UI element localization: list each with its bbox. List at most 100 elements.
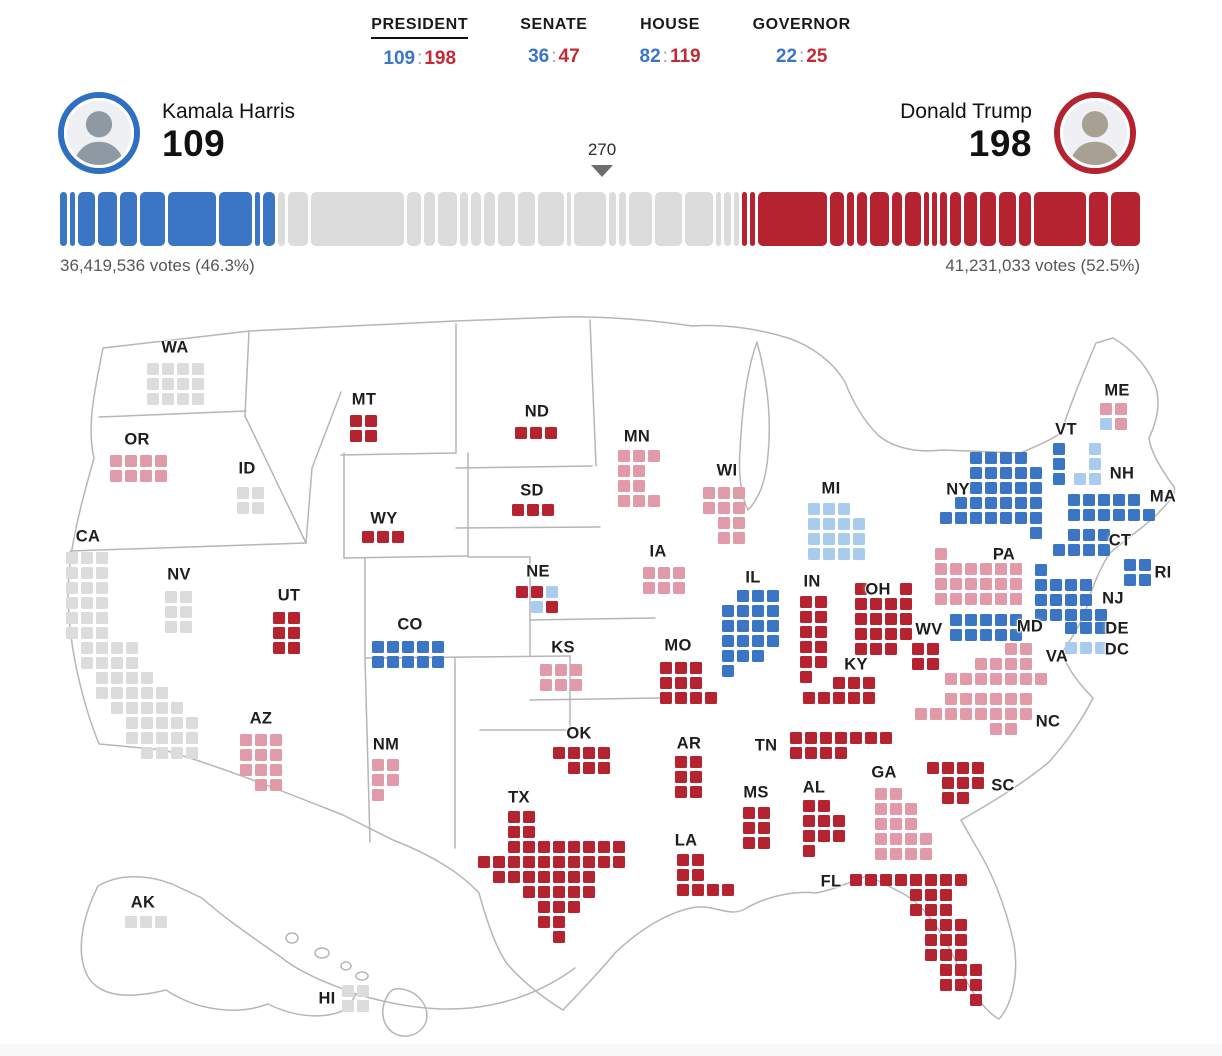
ev-square[interactable] [180, 591, 192, 603]
ev-square[interactable] [673, 582, 685, 594]
ev-square[interactable] [523, 871, 535, 883]
ev-square[interactable] [955, 964, 967, 976]
ev-square[interactable] [1000, 482, 1012, 494]
ev-square[interactable] [553, 916, 565, 928]
ev-square[interactable] [508, 871, 520, 883]
ev-square[interactable] [853, 548, 865, 560]
ev-square[interactable] [803, 815, 815, 827]
ev-square[interactable] [820, 732, 832, 744]
ev-square[interactable] [975, 658, 987, 670]
ev-square[interactable] [273, 642, 285, 654]
ev-square[interactable] [162, 393, 174, 405]
ev-square[interactable] [350, 430, 362, 442]
ev-square[interactable] [800, 656, 812, 668]
ev-square[interactable] [690, 756, 702, 768]
ev-square[interactable] [815, 611, 827, 623]
ev-square[interactable] [125, 455, 137, 467]
ev-square[interactable] [568, 841, 580, 853]
ev-square[interactable] [402, 656, 414, 668]
ev-square[interactable] [850, 874, 862, 886]
ev-square[interactable] [538, 886, 550, 898]
ev-square[interactable] [743, 807, 755, 819]
ev-square[interactable] [855, 643, 867, 655]
ev-square[interactable] [1053, 443, 1065, 455]
ev-square[interactable] [96, 687, 108, 699]
ev-square[interactable] [945, 673, 957, 685]
ev-square[interactable] [758, 822, 770, 834]
ev-square[interactable] [703, 487, 715, 499]
ev-square[interactable] [288, 627, 300, 639]
ev-square[interactable] [815, 641, 827, 653]
ev-square[interactable] [633, 495, 645, 507]
ev-square[interactable] [156, 717, 168, 729]
ev-square[interactable] [1000, 452, 1012, 464]
ev-square[interactable] [96, 657, 108, 669]
ev-square[interactable] [925, 934, 937, 946]
ev-square[interactable] [905, 803, 917, 815]
ev-square[interactable] [111, 657, 123, 669]
ev-square[interactable] [752, 620, 764, 632]
ev-square[interactable] [930, 708, 942, 720]
ev-square[interactable] [192, 378, 204, 390]
ev-square[interactable] [81, 582, 93, 594]
ev-square[interactable] [156, 732, 168, 744]
ev-square[interactable] [1053, 544, 1065, 556]
ev-square[interactable] [1065, 642, 1077, 654]
ev-square[interactable] [126, 732, 138, 744]
ev-square[interactable] [733, 517, 745, 529]
ev-square[interactable] [1015, 497, 1027, 509]
ev-square[interactable] [155, 455, 167, 467]
ev-square[interactable] [96, 642, 108, 654]
ev-square[interactable] [833, 692, 845, 704]
ev-square[interactable] [900, 598, 912, 610]
ev-square[interactable] [905, 833, 917, 845]
ev-square[interactable] [950, 563, 962, 575]
ev-square[interactable] [540, 664, 552, 676]
ev-square[interactable] [815, 596, 827, 608]
ev-square[interactable] [530, 427, 542, 439]
ev-square[interactable] [925, 889, 937, 901]
ev-square[interactable] [970, 482, 982, 494]
ev-square[interactable] [618, 495, 630, 507]
ev-square[interactable] [1035, 609, 1047, 621]
ev-square[interactable] [1080, 579, 1092, 591]
ev-square[interactable] [935, 578, 947, 590]
ev-square[interactable] [392, 531, 404, 543]
ev-square[interactable] [553, 856, 565, 868]
ev-square[interactable] [758, 807, 770, 819]
ev-square[interactable] [568, 901, 580, 913]
ev-square[interactable] [1020, 673, 1032, 685]
ev-square[interactable] [985, 497, 997, 509]
ev-square[interactable] [900, 583, 912, 595]
ev-square[interactable] [940, 889, 952, 901]
ev-square[interactable] [516, 586, 528, 598]
ev-square[interactable] [752, 605, 764, 617]
ev-square[interactable] [237, 487, 249, 499]
ev-square[interactable] [357, 1000, 369, 1012]
ev-square[interactable] [1128, 509, 1140, 521]
ev-square[interactable] [970, 964, 982, 976]
ev-square[interactable] [675, 692, 687, 704]
ev-square[interactable] [955, 979, 967, 991]
ev-square[interactable] [985, 482, 997, 494]
ev-square[interactable] [838, 503, 850, 515]
ev-square[interactable] [1113, 509, 1125, 521]
ev-square[interactable] [815, 656, 827, 668]
ev-square[interactable] [192, 393, 204, 405]
ev-square[interactable] [718, 517, 730, 529]
ev-square[interactable] [767, 605, 779, 617]
ev-square[interactable] [855, 613, 867, 625]
ev-square[interactable] [1010, 578, 1022, 590]
ev-square[interactable] [890, 848, 902, 860]
ev-square[interactable] [568, 871, 580, 883]
ev-square[interactable] [910, 889, 922, 901]
ev-square[interactable] [985, 452, 997, 464]
ev-square[interactable] [126, 717, 138, 729]
ev-square[interactable] [1030, 467, 1042, 479]
ev-square[interactable] [288, 612, 300, 624]
ev-square[interactable] [935, 548, 947, 560]
ev-square[interactable] [180, 621, 192, 633]
ev-square[interactable] [942, 777, 954, 789]
ev-square[interactable] [767, 620, 779, 632]
ev-square[interactable] [895, 874, 907, 886]
